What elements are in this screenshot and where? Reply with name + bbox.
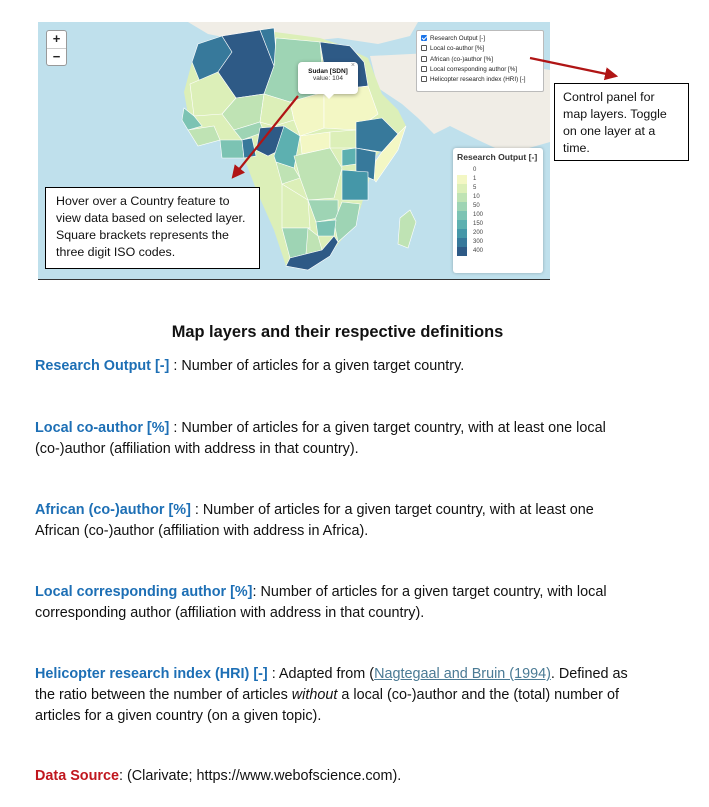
africa-choropleth-map[interactable]: + − Research Output [-] Local co-author … <box>38 22 550 280</box>
legend-label: 5 <box>473 185 477 191</box>
zoom-control: + − <box>46 30 67 66</box>
popup-value: value: 104 <box>313 75 343 82</box>
definition-local-corresponding: Local corresponding author [%]: Number o… <box>35 582 640 624</box>
country-senegal <box>181 107 203 131</box>
data-source: Data Source: (Clarivate; https://www.web… <box>35 766 640 787</box>
zoom-out-button[interactable]: − <box>47 48 66 65</box>
term-local-coauthor: Local co-author [%] <box>35 420 170 436</box>
map-legend: Research Output [-] 0 1 5 10 50 100 150 200 300 4… <box>453 148 543 273</box>
legend-title: Research Output [-] <box>457 152 538 162</box>
term-data-source: Data Source <box>35 768 119 784</box>
definition-text: : Number of articles for a given target … <box>35 502 594 539</box>
definition-text: : Number of articles for a given target … <box>35 420 606 457</box>
legend-swatch <box>457 220 467 229</box>
legend-label: 100 <box>473 212 484 218</box>
definition-text: : Number of articles for a given target … <box>169 358 465 374</box>
country-zimbabwe <box>315 219 337 237</box>
definition-african-coauthor: African (co-)author [%] : Number of arti… <box>35 500 640 542</box>
layer-option-african-coauthor[interactable]: African (co-)author [%] <box>421 55 539 65</box>
term-african-coauthor: African (co-)author [%] <box>35 502 191 518</box>
definition-local-coauthor: Local co-author [%] : Number of articles… <box>35 418 640 460</box>
legend-swatch <box>457 175 467 184</box>
definition-text: : Adapted from ( <box>267 666 375 682</box>
legend-item: 10 <box>457 193 539 202</box>
layer-option-local-coauthor[interactable]: Local co-author [%] <box>421 44 539 54</box>
callout-control-panel: Control panel for map layers. Toggle on … <box>554 83 689 161</box>
layer-control-panel: Research Output [-] Local co-author [%] … <box>416 30 544 92</box>
country-tanzania <box>341 169 369 201</box>
legend-item: 5 <box>457 184 539 193</box>
layer-label: Local corresponding author [%] <box>430 65 518 73</box>
country-guinea <box>187 125 221 147</box>
reference-link[interactable]: Nagtegaal and Bruin (1994) <box>374 666 551 682</box>
legend-item: 300 <box>457 238 539 247</box>
legend-item: 200 <box>457 229 539 238</box>
zoom-in-button[interactable]: + <box>52 31 61 46</box>
term-hri: Helicopter research index (HRI) [-] <box>35 666 268 682</box>
layer-label: African (co-)author [%] <box>430 55 493 63</box>
layer-option-local-corresponding[interactable]: Local corresponding author [%] <box>421 65 539 75</box>
data-source-text: : (Clarivate; https://www.webofscience.c… <box>118 768 402 784</box>
legend-label: 400 <box>473 248 484 254</box>
legend-swatch <box>457 202 467 211</box>
definition-text: a local (co-)author and the (total) numb… <box>35 687 619 724</box>
legend-items: 0 1 5 10 50 100 150 200 300 400 <box>457 166 539 256</box>
legend-swatch <box>457 211 467 220</box>
country-south-sudan <box>329 129 357 149</box>
legend-swatch <box>457 247 467 256</box>
callout-hover-info: Hover over a Country feature to view dat… <box>45 187 260 269</box>
legend-item: 1 <box>457 175 539 184</box>
legend-label: 150 <box>473 221 484 227</box>
layer-option-hri[interactable]: Helicopter research index (HRI) [-] <box>421 75 539 85</box>
legend-label: 10 <box>473 194 480 200</box>
checkbox-african-coauthor[interactable] <box>421 55 427 62</box>
legend-label: 200 <box>473 230 484 236</box>
legend-label: 300 <box>473 239 484 245</box>
definitions-heading: Map layers and their respective definiti… <box>171 323 504 341</box>
checkbox-research-output[interactable] <box>421 35 427 41</box>
legend-label: 50 <box>473 203 480 209</box>
layer-label: Local co-author [%] <box>430 45 485 53</box>
definition-text: . Defined as the ratio between the numbe… <box>35 666 628 703</box>
popup-title: Sudan [SDN] <box>308 68 348 75</box>
legend-item: 0 <box>457 166 539 175</box>
popup-close-button[interactable]: × <box>350 62 355 69</box>
term-local-corresponding: Local corresponding author [%] <box>35 584 253 600</box>
legend-item: 400 <box>457 247 539 256</box>
legend-item: 50 <box>457 202 539 211</box>
layer-label: Research Output [-] <box>430 35 485 42</box>
legend-swatch <box>457 193 467 202</box>
country-uganda <box>341 147 357 167</box>
checkbox-hri[interactable] <box>421 76 427 83</box>
madagascar-land <box>397 209 417 249</box>
checkbox-local-coauthor[interactable] <box>421 45 427 52</box>
legend-label: 0 <box>473 167 477 173</box>
definition-text: : Number of articles for a given target … <box>35 584 607 621</box>
country-popup: × Sudan [SDN] value: 104 <box>298 62 358 99</box>
country-mozambique <box>333 201 361 243</box>
legend-swatch <box>457 184 467 193</box>
checkbox-local-corresponding[interactable] <box>421 65 427 72</box>
definition-emphasis: without <box>291 687 338 703</box>
legend-swatch <box>457 229 467 238</box>
country-drc <box>293 147 343 201</box>
definition-research-output: Research Output [-] : Number of articles… <box>35 356 640 377</box>
layer-option-research-output[interactable]: Research Output [-] <box>421 34 539 44</box>
legend-item: 150 <box>457 220 539 229</box>
legend-item: 100 <box>457 211 539 220</box>
legend-label: 1 <box>473 176 477 182</box>
legend-swatch <box>457 166 467 175</box>
definition-hri: Helicopter research index (HRI) [-] : Ad… <box>35 664 640 727</box>
term-research-output: Research Output [-] <box>35 358 170 374</box>
country-cote-divoire <box>219 139 245 159</box>
country-south-africa <box>285 235 339 271</box>
layer-label: Helicopter research index (HRI) [-] <box>430 76 526 84</box>
legend-swatch <box>457 238 467 247</box>
